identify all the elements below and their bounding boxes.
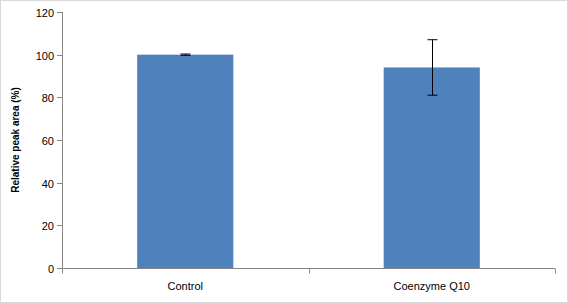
x-tick (309, 269, 310, 274)
y-tick (57, 268, 62, 269)
error-cap (181, 54, 191, 55)
y-axis-label: Relative peak area (%) (10, 87, 21, 193)
y-tick (57, 12, 62, 13)
bars (137, 40, 480, 268)
y-axis (62, 12, 63, 268)
error-bar (181, 54, 191, 55)
bar (137, 55, 233, 268)
y-tick (57, 183, 62, 184)
y-tick (57, 140, 62, 141)
y-tick-label: 20 (42, 220, 54, 232)
y-tick-label: 100 (36, 50, 54, 62)
error-cap (428, 95, 438, 96)
y-tick-label: 60 (42, 135, 54, 147)
chart-frame (1, 1, 568, 303)
y-tick-label: 0 (48, 263, 54, 275)
error-bar (428, 40, 438, 95)
x-tick (62, 269, 63, 274)
error-cap (181, 55, 191, 56)
x-tick-label: Control (168, 280, 203, 292)
y-tick-label: 40 (42, 178, 54, 190)
x-axis (62, 268, 555, 269)
error-cap (428, 39, 438, 40)
y-tick-label: 120 (36, 7, 54, 19)
chart-svg: 0 20 40 60 80 100 120 Control Coenzyme Q10 Relati… (0, 0, 568, 303)
error-stem (432, 40, 433, 95)
y-tick (57, 55, 62, 56)
y-tick (57, 225, 62, 226)
bar (384, 67, 480, 268)
x-tick (555, 269, 556, 274)
x-tick-label: Coenzyme Q10 (394, 280, 470, 292)
y-tick (57, 97, 62, 98)
y-tick-label: 80 (42, 92, 54, 104)
chart-container: 0 20 40 60 80 100 120 Control Coenzyme Q10 Relati… (0, 0, 568, 303)
